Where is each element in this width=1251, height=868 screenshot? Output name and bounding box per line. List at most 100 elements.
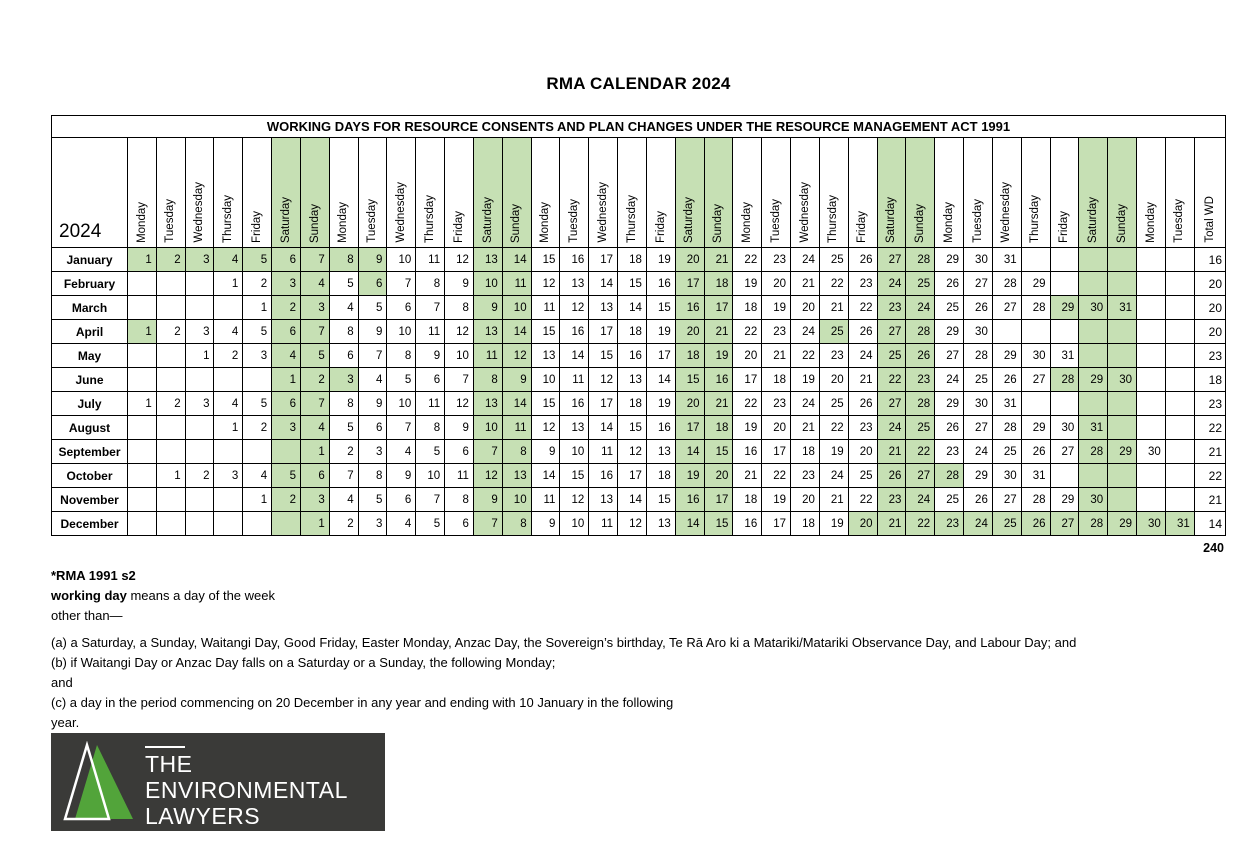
day-header-label: Thursday xyxy=(827,195,840,243)
day-header-label: Friday xyxy=(250,211,263,243)
day-cell: 29 xyxy=(1078,367,1109,392)
day-header-sunday: Sunday xyxy=(501,137,532,248)
empty-cell xyxy=(155,511,186,536)
day-cell: 19 xyxy=(645,391,676,416)
day-cell: 2 xyxy=(213,343,244,368)
day-cell: 30 xyxy=(963,391,993,416)
day-cell: 16 xyxy=(559,319,590,344)
day-cell: 8 xyxy=(472,367,503,392)
empty-cell xyxy=(184,271,215,296)
day-header-label: Tuesday xyxy=(568,199,581,243)
day-cell: 2 xyxy=(299,367,330,392)
table-band-title: WORKING DAYS FOR RESOURCE CONSENTS AND P… xyxy=(51,115,1226,138)
day-cell: 15 xyxy=(588,343,619,368)
day-cell: 21 xyxy=(818,487,849,512)
grand-total: 240 xyxy=(1203,541,1224,555)
day-cell: 30 xyxy=(1135,439,1166,464)
day-cell: 4 xyxy=(386,511,417,536)
day-cell: 5 xyxy=(299,343,330,368)
day-cell: 26 xyxy=(1020,439,1051,464)
day-cell: 27 xyxy=(1020,367,1051,392)
empty-cell xyxy=(127,439,157,464)
day-cell: 8 xyxy=(444,295,474,320)
day-header-label: Wednesday xyxy=(1000,182,1013,243)
day-cell: 14 xyxy=(501,319,532,344)
day-cell: 10 xyxy=(386,391,417,416)
empty-cell xyxy=(1107,391,1137,416)
calendar-table: WORKING DAYS FOR RESOURCE CONSENTS AND P… xyxy=(51,115,1227,536)
day-cell: 19 xyxy=(645,247,676,272)
empty-cell xyxy=(1078,271,1109,296)
month-row-july: July 1 2 3 4 5 6 7 8 9 10 11 12 13 14 15 16 17 18 19 20 21 22 2… xyxy=(51,391,1227,416)
day-header-monday: Monday xyxy=(530,137,561,248)
day-cell: 6 xyxy=(271,319,301,344)
day-cell: 5 xyxy=(242,247,273,272)
day-cell: 1 xyxy=(155,463,186,488)
day-cell: 28 xyxy=(905,391,936,416)
empty-cell xyxy=(1078,391,1109,416)
day-cell: 6 xyxy=(415,367,446,392)
day-cell: 25 xyxy=(905,415,936,440)
day-cell: 24 xyxy=(963,511,993,536)
empty-cell xyxy=(155,271,186,296)
day-cell: 17 xyxy=(761,439,792,464)
day-header-friday: Friday xyxy=(444,137,474,248)
day-cell: 7 xyxy=(415,295,446,320)
day-cell: 23 xyxy=(847,415,878,440)
month-total: 16 xyxy=(1193,247,1227,272)
empty-cell xyxy=(1135,415,1166,440)
day-cell: 30 xyxy=(991,463,1022,488)
day-cell: 6 xyxy=(328,343,359,368)
month-row-june: June 1 2 3 4 5 6 7 8 9 10 11 12 13 14 15 16 17 18 19 20 21 22 2… xyxy=(51,367,1227,392)
empty-cell xyxy=(1135,463,1166,488)
day-header-label: Monday xyxy=(539,202,552,243)
day-cell: 28 xyxy=(1020,295,1051,320)
month-total: 20 xyxy=(1193,271,1227,296)
day-cell: 8 xyxy=(328,247,359,272)
day-cell: 18 xyxy=(703,271,734,296)
day-cell: 29 xyxy=(1049,487,1080,512)
day-cell: 15 xyxy=(674,367,705,392)
day-cell: 21 xyxy=(790,271,820,296)
day-cell: 29 xyxy=(934,319,965,344)
day-cell: 15 xyxy=(703,439,734,464)
day-cell: 14 xyxy=(617,487,647,512)
day-cell: 11 xyxy=(501,415,532,440)
day-cell: 26 xyxy=(847,247,878,272)
day-cell: 3 xyxy=(213,463,244,488)
day-cell: 15 xyxy=(530,247,561,272)
empty-cell xyxy=(1164,247,1195,272)
day-cell: 9 xyxy=(530,511,561,536)
day-cell: 8 xyxy=(415,415,446,440)
day-cell: 3 xyxy=(299,295,330,320)
empty-cell xyxy=(271,439,301,464)
day-cell: 15 xyxy=(645,487,676,512)
day-cell: 27 xyxy=(1049,511,1080,536)
empty-cell xyxy=(127,487,157,512)
day-cell: 24 xyxy=(905,295,936,320)
day-cell: 8 xyxy=(444,487,474,512)
day-cell: 21 xyxy=(703,247,734,272)
footnote-line: (b) if Waitangi Day or Anzac Day falls o… xyxy=(51,653,1076,673)
day-cell: 13 xyxy=(617,367,647,392)
empty-cell xyxy=(127,271,157,296)
day-cell: 7 xyxy=(328,463,359,488)
day-cell: 28 xyxy=(905,247,936,272)
empty-cell xyxy=(1078,319,1109,344)
footnote-text: means a day of the week xyxy=(126,588,276,603)
day-header-monday: Monday xyxy=(732,137,763,248)
month-label: November xyxy=(51,487,128,512)
day-cell: 19 xyxy=(703,343,734,368)
empty-cell xyxy=(1107,247,1137,272)
day-cell: 17 xyxy=(674,271,705,296)
day-cell: 26 xyxy=(963,487,993,512)
day-header-label: Monday xyxy=(740,202,753,243)
day-cell: 16 xyxy=(703,367,734,392)
day-cell: 31 xyxy=(1107,295,1137,320)
day-cell: 1 xyxy=(127,319,157,344)
day-cell: 14 xyxy=(501,391,532,416)
footnote-line: (a) a Saturday, a Sunday, Waitangi Day, … xyxy=(51,633,1076,653)
empty-cell xyxy=(1049,271,1080,296)
day-cell: 3 xyxy=(299,487,330,512)
day-header-label: Tuesday xyxy=(1173,199,1186,243)
